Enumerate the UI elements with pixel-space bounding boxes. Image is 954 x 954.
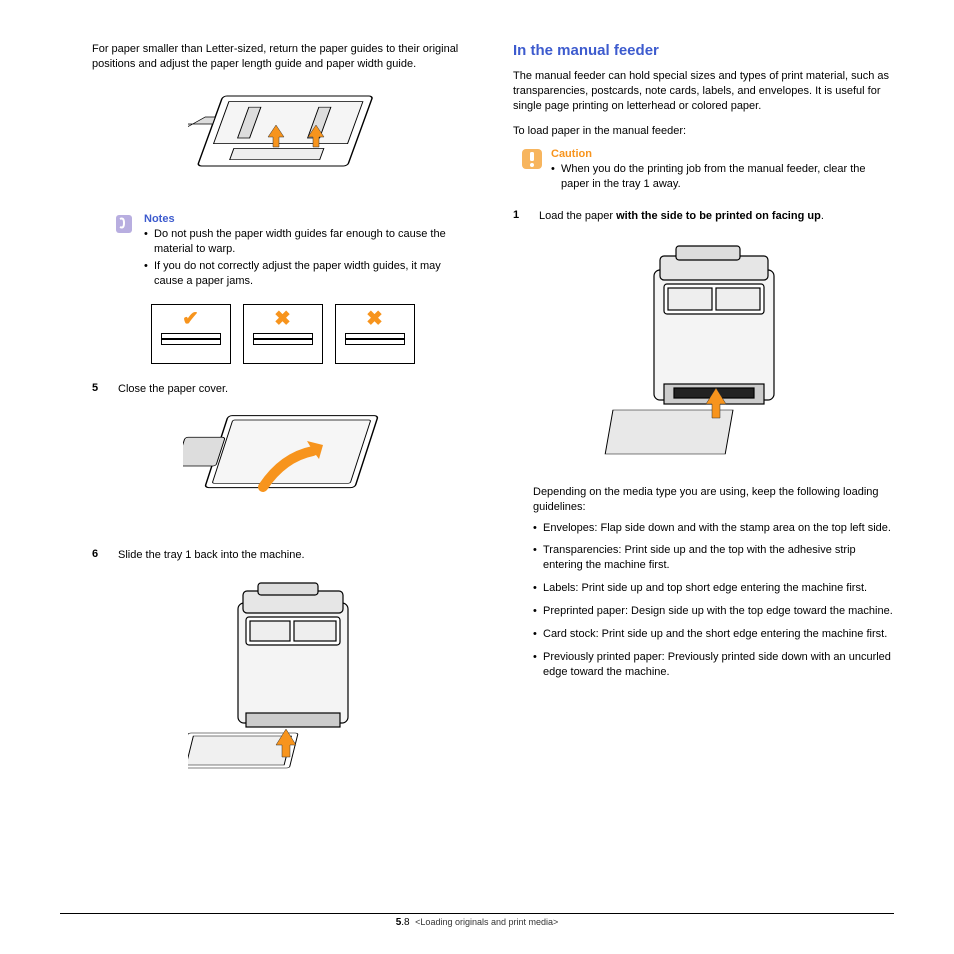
caution-body: Caution When you do the printing job fro… <box>551 148 894 195</box>
intro-text: For paper smaller than Letter-sized, ret… <box>92 42 473 72</box>
step-number: 5 <box>92 382 106 397</box>
guide-wrong-2: ✖ <box>335 304 415 364</box>
notes-body: Notes Do not push the paper width guides… <box>144 213 473 292</box>
feeder-intro-2: To load paper in the manual feeder: <box>513 124 894 139</box>
caution-item: When you do the printing job from the ma… <box>551 162 894 192</box>
guideline-item: Previously printed paper: Previously pri… <box>533 650 894 680</box>
notes-icon <box>114 213 134 235</box>
caution-icon <box>521 148 541 170</box>
left-column: For paper smaller than Letter-sized, ret… <box>60 42 473 794</box>
step-1: 1 Load the paper with the side to be pri… <box>513 209 894 224</box>
notes-block: Notes Do not push the paper width guides… <box>114 213 473 292</box>
footer-title: <Loading originals and print media> <box>415 917 558 927</box>
step-5: 5 Close the paper cover. <box>92 382 473 397</box>
page-footer: 5.8 <Loading originals and print media> <box>60 913 894 928</box>
guideline-item: Transparencies: Print side up and the to… <box>533 543 894 573</box>
step-text: Slide the tray 1 back into the machine. <box>118 548 473 563</box>
guideline-item: Labels: Print side up and top short edge… <box>533 581 894 596</box>
step-6: 6 Slide the tray 1 back into the machine… <box>92 548 473 563</box>
figure-tray-guides <box>92 82 473 195</box>
step-text-a: Load the paper <box>539 210 616 222</box>
step-text-b: with the side to be printed on facing up <box>616 210 821 222</box>
figure-close-cover <box>92 407 473 530</box>
guide-wrong-1: ✖ <box>243 304 323 364</box>
figure-manual-feeder <box>513 234 894 467</box>
x-icon: ✖ <box>340 309 410 329</box>
right-column: In the manual feeder The manual feeder c… <box>513 42 894 794</box>
footer-page: .8 <box>401 917 409 928</box>
guideline-item: Preprinted paper: Design side up with th… <box>533 604 894 619</box>
notes-heading: Notes <box>144 213 473 225</box>
section-heading: In the manual feeder <box>513 42 894 59</box>
step-text-c: . <box>821 210 824 222</box>
check-icon: ✔ <box>156 309 226 329</box>
document-page: For paper smaller than Letter-sized, ret… <box>0 0 954 824</box>
guideline-item: Envelopes: Flap side down and with the s… <box>533 521 894 536</box>
step-text: Load the paper with the side to be print… <box>539 209 894 224</box>
step-number: 6 <box>92 548 106 563</box>
guidelines-block: Depending on the media type you are usin… <box>533 485 894 679</box>
note-item: Do not push the paper width guides far e… <box>144 227 473 257</box>
guidelines-intro: Depending on the media type you are usin… <box>533 485 894 515</box>
guide-correct: ✔ <box>151 304 231 364</box>
step-text: Close the paper cover. <box>118 382 473 397</box>
figure-slide-tray <box>92 573 473 776</box>
caution-heading: Caution <box>551 148 894 160</box>
step-number: 1 <box>513 209 527 224</box>
guide-check-row: ✔ ✖ ✖ <box>92 304 473 364</box>
note-item: If you do not correctly adjust the paper… <box>144 259 473 289</box>
feeder-intro-1: The manual feeder can hold special sizes… <box>513 69 894 114</box>
x-icon: ✖ <box>248 309 318 329</box>
guideline-item: Card stock: Print side up and the short … <box>533 627 894 642</box>
caution-block: Caution When you do the printing job fro… <box>521 148 894 195</box>
